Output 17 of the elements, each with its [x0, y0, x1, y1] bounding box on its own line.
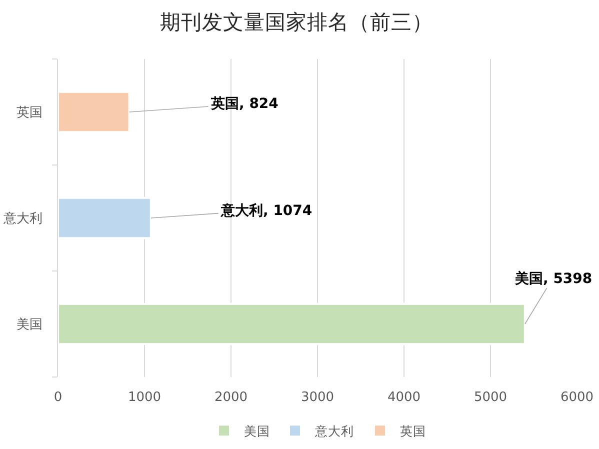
legend-label: 英国 [400, 424, 426, 438]
data-label: 英国, 824 [210, 96, 279, 112]
x-tick-label: 0 [54, 390, 62, 405]
legend-label: 美国 [244, 424, 270, 438]
x-tick-label: 5000 [474, 390, 508, 405]
x-tick-label: 1000 [128, 390, 162, 405]
data-label: 意大利, 1074 [220, 202, 312, 219]
y-tick-label: 英国 [16, 106, 42, 121]
x-tick-label: 2000 [214, 390, 248, 405]
x-tick-label: 3000 [300, 390, 334, 405]
y-tick-label: 美国 [16, 316, 42, 333]
y-tick-label: 意大利 [2, 212, 42, 227]
x-tick-label: 4000 [387, 390, 421, 405]
x-tick-label: 6000 [560, 390, 594, 405]
data-label: 美国, 5398 [514, 270, 592, 287]
chart-title: 期刊发文量国家排名（前三） [160, 10, 434, 34]
legend-label: 意大利 [314, 424, 354, 438]
